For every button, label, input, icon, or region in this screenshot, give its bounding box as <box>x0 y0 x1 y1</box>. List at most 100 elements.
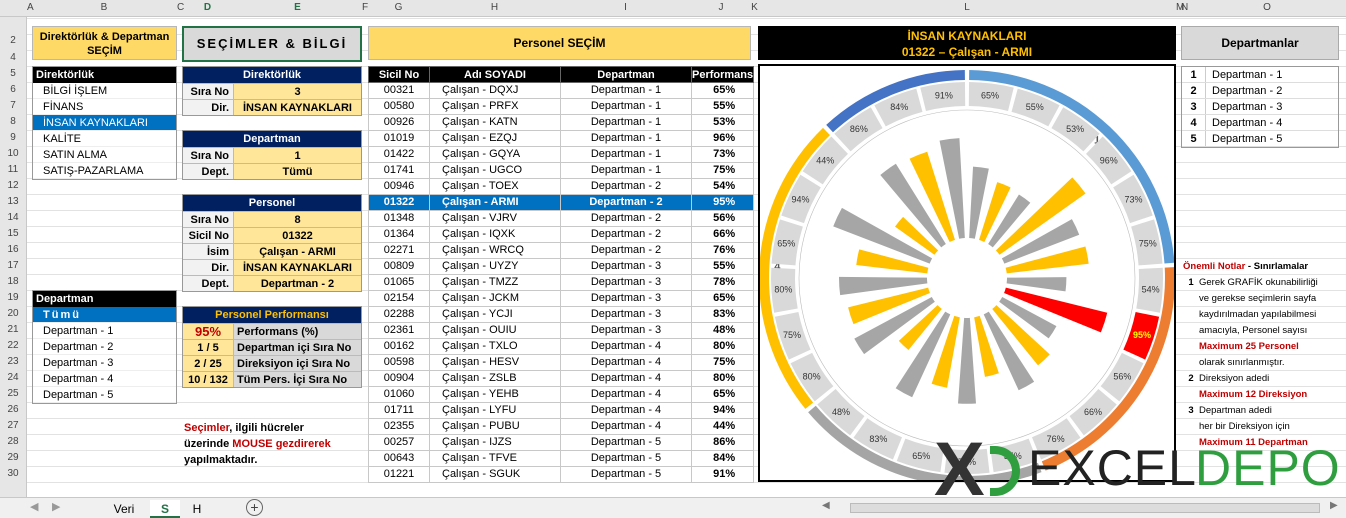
table-cell[interactable]: Çalışan - TFVE <box>429 450 561 467</box>
table-cell[interactable]: 00926 <box>368 114 430 131</box>
row-header[interactable]: 25 <box>7 388 19 399</box>
row-header[interactable]: 8 <box>10 116 16 127</box>
table-cell[interactable]: Çalışan - UGCO <box>429 162 561 179</box>
table-cell[interactable]: 01711 <box>368 402 430 419</box>
table-cell[interactable]: Departman - 1 <box>560 146 692 163</box>
row-header[interactable]: 13 <box>7 196 19 207</box>
table-cell[interactable]: Çalışan - TMZZ <box>429 274 561 291</box>
table-cell[interactable]: 65% <box>690 82 755 99</box>
table-cell[interactable]: 65% <box>690 290 755 307</box>
departman-item[interactable]: Tümü <box>33 307 176 323</box>
table-cell[interactable]: 48% <box>690 322 755 339</box>
tab-veri[interactable]: Veri <box>113 502 135 516</box>
direktorluk-item[interactable]: SATIŞ-PAZARLAMA <box>33 163 176 179</box>
table-cell[interactable]: Çalışan - GQYA <box>429 146 561 163</box>
table-cell[interactable]: 00904 <box>368 370 430 387</box>
departman-item[interactable]: Departman - 2 <box>33 339 176 355</box>
col-header-n[interactable]: N <box>1181 2 1189 13</box>
table-row[interactable]: 01364 Çalışan - IQXK Departman - 2 66% <box>368 226 755 243</box>
col-header-b[interactable]: B <box>100 2 108 13</box>
table-row[interactable]: 00162 Çalışan - TXLO Departman - 4 80% <box>368 338 755 355</box>
row-header[interactable]: 15 <box>7 228 19 239</box>
table-cell[interactable]: Departman - 4 <box>560 338 692 355</box>
table-cell[interactable]: Departman - 1 <box>560 162 692 179</box>
table-cell[interactable]: Departman - 4 <box>560 418 692 435</box>
table-cell[interactable]: Çalışan - OUIU <box>429 322 561 339</box>
table-cell[interactable]: Departman - 3 <box>560 306 692 323</box>
table-cell[interactable]: 78% <box>690 274 755 291</box>
table-cell[interactable]: Departman - 1 <box>560 114 692 131</box>
table-row[interactable]: 01741 Çalışan - UGCO Departman - 1 75% <box>368 162 755 179</box>
table-cell[interactable]: 01348 <box>368 210 430 227</box>
row-header[interactable]: 5 <box>10 68 16 79</box>
table-cell[interactable]: 55% <box>690 98 755 115</box>
table-cell[interactable]: Departman - 2 <box>560 194 692 211</box>
table-cell[interactable]: 02154 <box>368 290 430 307</box>
table-row[interactable]: 01065 Çalışan - TMZZ Departman - 3 78% <box>368 274 755 291</box>
col-header-o[interactable]: O <box>1263 2 1271 13</box>
col-header-c[interactable]: C <box>177 2 185 13</box>
table-row[interactable]: 02271 Çalışan - WRCQ Departman - 2 76% <box>368 242 755 259</box>
table-cell[interactable]: Departman - 5 <box>560 450 692 467</box>
table-cell[interactable]: Çalışan - EZQJ <box>429 130 561 147</box>
row-header[interactable]: 27 <box>7 420 19 431</box>
table-row[interactable]: 01422 Çalışan - GQYA Departman - 1 73% <box>368 146 755 163</box>
table-cell[interactable]: Departman - 1 <box>560 82 692 99</box>
table-cell[interactable]: 00946 <box>368 178 430 195</box>
col-header-m[interactable]: M <box>1176 2 1185 13</box>
table-cell[interactable]: Departman - 2 <box>560 210 692 227</box>
col-header-k[interactable]: K <box>751 2 758 13</box>
table-cell[interactable]: Çalışan - UYZY <box>429 258 561 275</box>
table-cell[interactable]: 66% <box>690 226 755 243</box>
col-header-e[interactable]: E <box>294 2 301 13</box>
row-header[interactable]: 11 <box>7 164 19 175</box>
table-cell[interactable]: Departman - 4 <box>560 370 692 387</box>
row-header[interactable]: 29 <box>7 452 19 463</box>
table-cell[interactable]: Departman - 1 <box>560 130 692 147</box>
table-cell[interactable]: Çalışan - PUBU <box>429 418 561 435</box>
row-header[interactable]: 4 <box>10 52 16 63</box>
table-cell[interactable]: Departman - 4 <box>560 354 692 371</box>
table-cell[interactable]: Çalışan - HESV <box>429 354 561 371</box>
table-row[interactable]: 00580 Çalışan - PRFX Departman - 1 55% <box>368 98 755 115</box>
table-cell[interactable]: 01065 <box>368 274 430 291</box>
table-cell[interactable]: 01221 <box>368 466 430 483</box>
table-cell[interactable]: 65% <box>690 386 755 403</box>
table-row[interactable]: 01019 Çalışan - EZQJ Departman - 1 96% <box>368 130 755 147</box>
direktorluk-item[interactable]: SATIN ALMA <box>33 147 176 163</box>
table-cell[interactable]: 00598 <box>368 354 430 371</box>
table-row[interactable]: 02288 Çalışan - YCJI Departman - 3 83% <box>368 306 755 323</box>
table-cell[interactable]: Departman - 3 <box>560 290 692 307</box>
table-row[interactable]: 00904 Çalışan - ZSLB Departman - 4 80% <box>368 370 755 387</box>
table-cell[interactable]: 76% <box>690 242 755 259</box>
direktorluk-item[interactable]: BİLGİ İŞLEM <box>33 83 176 99</box>
table-row[interactable]: 00257 Çalışan - IJZS Departman - 5 86% <box>368 434 755 451</box>
table-cell[interactable]: 95% <box>690 194 755 211</box>
table-cell[interactable]: 54% <box>690 178 755 195</box>
table-cell[interactable]: Departman - 5 <box>560 434 692 451</box>
table-cell[interactable]: Çalışan - IQXK <box>429 226 561 243</box>
tab-s[interactable]: S <box>150 500 180 518</box>
table-cell[interactable]: Departman - 3 <box>560 322 692 339</box>
table-cell[interactable]: Çalışan - DQXJ <box>429 82 561 99</box>
table-row[interactable]: 00598 Çalışan - HESV Departman - 4 75% <box>368 354 755 371</box>
add-sheet-icon[interactable]: + <box>246 499 263 516</box>
row-header[interactable]: 21 <box>7 324 19 335</box>
col-header-l[interactable]: L <box>964 2 970 13</box>
table-cell[interactable]: 83% <box>690 306 755 323</box>
row-header[interactable]: 24 <box>7 372 19 383</box>
table-cell[interactable]: 02271 <box>368 242 430 259</box>
col-header-d[interactable]: D <box>203 2 212 13</box>
secim-bilgi-box[interactable]: SEÇİMLER & BİLGİ <box>182 26 362 62</box>
table-cell[interactable]: Departman - 2 <box>560 226 692 243</box>
table-cell[interactable]: 91% <box>690 466 755 483</box>
row-header[interactable]: 26 <box>7 404 19 415</box>
col-header-g[interactable]: G <box>394 2 403 13</box>
table-cell[interactable]: 86% <box>690 434 755 451</box>
direktorluk-item[interactable]: FİNANS <box>33 99 176 115</box>
table-cell[interactable]: Departman - 4 <box>560 402 692 419</box>
table-cell[interactable]: 73% <box>690 146 755 163</box>
table-row[interactable]: 00926 Çalışan - KATN Departman - 1 53% <box>368 114 755 131</box>
table-cell[interactable]: 44% <box>690 418 755 435</box>
col-header-h[interactable]: H <box>490 2 499 13</box>
